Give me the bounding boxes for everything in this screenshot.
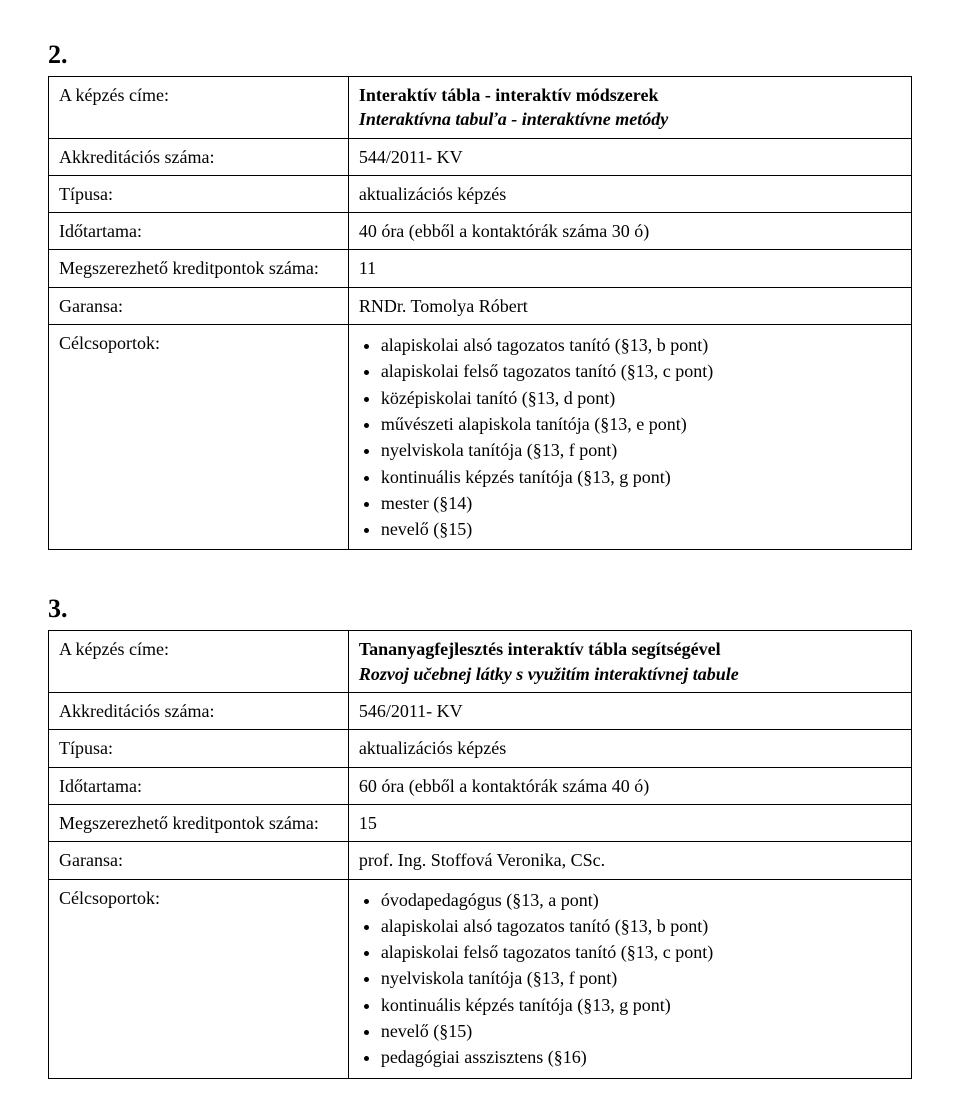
section-2-number: 2. bbox=[48, 40, 912, 70]
s3-type-label: Típusa: bbox=[49, 730, 349, 767]
s2-accr-label: Akkreditációs száma: bbox=[49, 138, 349, 175]
list-item: nyelviskola tanítója (§13, f pont) bbox=[381, 966, 901, 990]
s2-duration-value: 40 óra (ebből a kontaktórák száma 30 ó) bbox=[348, 213, 911, 250]
s3-title-label: A képzés címe: bbox=[49, 631, 349, 693]
s2-credits-value: 11 bbox=[348, 250, 911, 287]
s2-guarantor-label: Garansa: bbox=[49, 287, 349, 324]
list-item: nevelő (§15) bbox=[381, 517, 901, 541]
s3-accr-value: 546/2011- KV bbox=[348, 693, 911, 730]
s2-guarantor-value: RNDr. Tomolya Róbert bbox=[348, 287, 911, 324]
s3-targets-list: óvodapedagógus (§13, a pont)alapiskolai … bbox=[359, 888, 901, 1070]
list-item: művészeti alapiskola tanítója (§13, e po… bbox=[381, 412, 901, 436]
list-item: alapiskolai felső tagozatos tanító (§13,… bbox=[381, 940, 901, 964]
s2-accr-value: 544/2011- KV bbox=[348, 138, 911, 175]
s2-targets-value: alapiskolai alsó tagozatos tanító (§13, … bbox=[348, 325, 911, 550]
list-item: alapiskolai felső tagozatos tanító (§13,… bbox=[381, 359, 901, 383]
s2-duration-label: Időtartama: bbox=[49, 213, 349, 250]
s3-guarantor-value: prof. Ing. Stoffová Veronika, CSc. bbox=[348, 842, 911, 879]
list-item: középiskolai tanító (§13, d pont) bbox=[381, 386, 901, 410]
s2-title-label: A képzés címe: bbox=[49, 77, 349, 139]
list-item: alapiskolai alsó tagozatos tanító (§13, … bbox=[381, 333, 901, 357]
s3-targets-label: Célcsoportok: bbox=[49, 879, 349, 1078]
s3-duration-value: 60 óra (ebből a kontaktórák száma 40 ó) bbox=[348, 767, 911, 804]
s3-title-value: Tananyagfejlesztés interaktív tábla segí… bbox=[348, 631, 911, 693]
s3-credits-value: 15 bbox=[348, 804, 911, 841]
s2-targets-label: Célcsoportok: bbox=[49, 325, 349, 550]
s3-targets-value: óvodapedagógus (§13, a pont)alapiskolai … bbox=[348, 879, 911, 1078]
s3-type-value: aktualizációs képzés bbox=[348, 730, 911, 767]
s2-title-value: Interaktív tábla - interaktív módszerek … bbox=[348, 77, 911, 139]
list-item: mester (§14) bbox=[381, 491, 901, 515]
s2-targets-list: alapiskolai alsó tagozatos tanító (§13, … bbox=[359, 333, 901, 541]
list-item: nyelviskola tanítója (§13, f pont) bbox=[381, 438, 901, 462]
s3-title-bold: Tananyagfejlesztés interaktív tábla segí… bbox=[359, 639, 721, 659]
list-item: kontinuális képzés tanítója (§13, g pont… bbox=[381, 465, 901, 489]
list-item: óvodapedagógus (§13, a pont) bbox=[381, 888, 901, 912]
s2-title-italic: Interaktívna tabuľa - interaktívne metód… bbox=[359, 109, 668, 129]
s2-credits-label: Megszerezhető kreditpontok száma: bbox=[49, 250, 349, 287]
s3-credits-label: Megszerezhető kreditpontok száma: bbox=[49, 804, 349, 841]
list-item: nevelő (§15) bbox=[381, 1019, 901, 1043]
section-3-number: 3. bbox=[48, 594, 912, 624]
section-2-table: A képzés címe: Interaktív tábla - intera… bbox=[48, 76, 912, 550]
s3-title-italic: Rozvoj učebnej látky s využitím interakt… bbox=[359, 664, 739, 684]
s2-type-value: aktualizációs képzés bbox=[348, 175, 911, 212]
s2-type-label: Típusa: bbox=[49, 175, 349, 212]
s3-guarantor-label: Garansa: bbox=[49, 842, 349, 879]
s3-duration-label: Időtartama: bbox=[49, 767, 349, 804]
list-item: kontinuális képzés tanítója (§13, g pont… bbox=[381, 993, 901, 1017]
s2-title-bold: Interaktív tábla - interaktív módszerek bbox=[359, 85, 659, 105]
list-item: pedagógiai asszisztens (§16) bbox=[381, 1045, 901, 1069]
s3-accr-label: Akkreditációs száma: bbox=[49, 693, 349, 730]
list-item: alapiskolai alsó tagozatos tanító (§13, … bbox=[381, 914, 901, 938]
section-3-table: A képzés címe: Tananyagfejlesztés intera… bbox=[48, 630, 912, 1078]
